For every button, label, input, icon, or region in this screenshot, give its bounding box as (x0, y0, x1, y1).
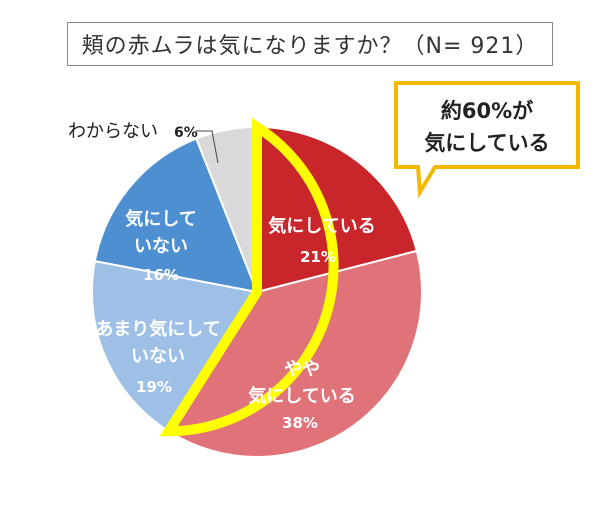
label-s2-a: やや (284, 359, 320, 380)
label-s2-b: 気にしている (248, 385, 355, 407)
pct-s4: 16% (143, 266, 179, 284)
callout-bubble (394, 81, 580, 199)
pct-s1: 21% (300, 248, 336, 266)
label-s5: わからない (68, 121, 158, 142)
label-s4-b: いない (134, 236, 188, 257)
label-s3-b: いない (131, 346, 185, 367)
callout-line2: 気にしている (424, 131, 549, 155)
leader-line (196, 130, 219, 164)
slice-amari-kinishiteinai (90, 259, 259, 433)
pct-s3: 19% (136, 378, 172, 396)
highlight-outline (159, 117, 339, 437)
label-s4-a: 気にして (125, 208, 196, 230)
pct-s5: 6% (174, 125, 198, 141)
callout-line1: 約60%が (441, 99, 533, 123)
label-s3-a: あまり気にして (95, 318, 220, 340)
chart-title: 頬の赤ムラは気になりますか？（N= 921） (67, 22, 553, 66)
slice-kinishiteinai (93, 137, 259, 294)
slice-yaya-kinishiteiru (167, 249, 423, 458)
label-s1: 気にしている (268, 215, 375, 237)
pct-s2: 38% (282, 414, 318, 432)
